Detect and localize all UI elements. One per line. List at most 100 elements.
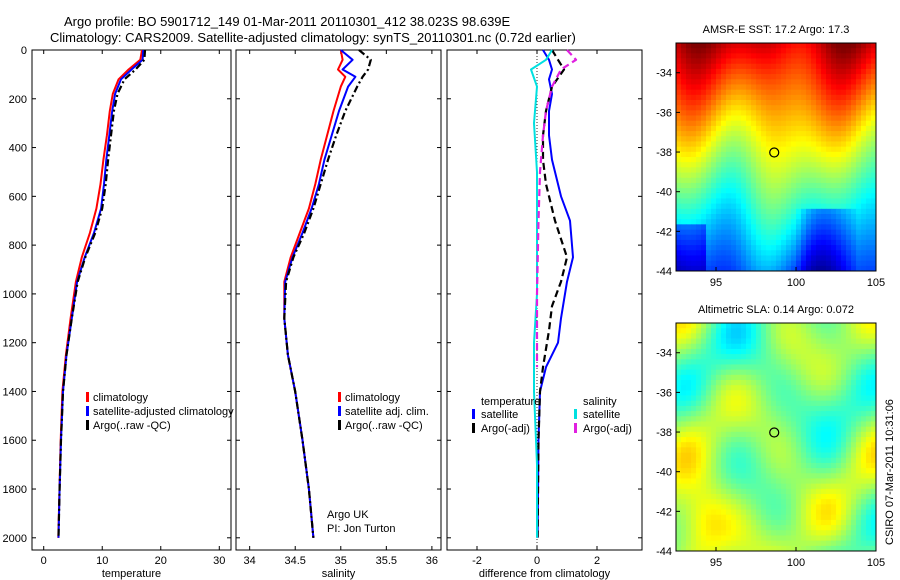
map-cell [761,136,767,142]
map-cell [816,167,822,173]
map-cell [861,177,867,184]
map-cell [826,68,832,75]
map-cell [721,53,727,59]
map-cell [716,167,722,173]
map-cell [741,193,747,199]
map-cell [871,125,877,132]
map-cell [796,328,802,334]
map-cell [726,504,732,510]
map-cell [686,110,692,116]
map-cell [731,369,737,376]
map-cell [696,219,702,225]
map-cell [686,120,692,127]
map-cell [701,374,707,381]
map-cell [746,421,752,428]
map-cell [746,255,752,262]
map-cell [816,354,822,360]
map-cell [706,146,712,153]
map-cell [841,214,847,220]
map-cell [846,141,852,148]
map-cell [811,255,817,262]
map-cell [706,203,712,210]
map-cell [681,208,687,215]
map-cell [676,125,682,132]
y-tick-label: 800 [9,240,27,252]
map-cell [751,540,757,547]
map-cell [776,53,782,59]
map-cell [731,462,737,469]
map-cell [771,364,777,371]
map-cell [706,364,712,371]
map-cell [871,234,877,241]
map-cell [786,525,792,531]
map-cell [731,323,737,329]
map-cell [746,58,752,65]
map-cell [871,509,877,516]
map-cell [856,100,862,106]
map-cell [866,115,872,122]
map-cell [831,94,837,101]
map-cell [766,354,772,360]
map-cell [696,120,702,127]
map-cell [756,265,762,272]
map-cell [811,250,817,256]
map-cell [706,68,712,75]
map-cell [781,182,787,189]
map-cell [856,151,862,158]
map-cell [791,343,797,350]
map-cell [836,364,842,371]
map-cell [771,385,777,391]
map-cell [751,504,757,510]
map-cell [706,74,712,80]
map-cell [841,68,847,75]
map-cell [711,323,717,329]
map-cell [761,348,767,355]
map-cell [856,120,862,127]
map-cell [811,380,817,386]
map-cell [811,208,817,215]
map-cell [831,328,837,334]
map-cell [721,125,727,132]
map-cell [756,146,762,153]
map-cell [696,364,702,371]
map-cell [856,162,862,168]
map-cell [736,442,742,448]
map-cell [771,151,777,158]
map-cell [841,509,847,516]
map-cell [731,333,737,339]
map-cell [776,136,782,142]
map-cell [811,426,817,433]
map-cell [726,385,732,391]
map-cell [711,94,717,101]
map-cell [681,234,687,241]
map-cell [806,437,812,443]
map-cell [696,214,702,220]
map-cell [811,499,817,505]
map-cell [846,323,852,329]
map-cell [791,462,797,469]
map-cell [716,245,722,251]
map-cell [781,250,787,256]
map-cell [706,380,712,386]
map-cell [856,473,862,479]
map-cell [731,499,737,505]
map-cell [796,94,802,101]
map-cell [746,545,752,552]
map-cell [716,188,722,194]
map-cell [851,110,857,116]
map-cell [706,504,712,510]
map-cell [741,348,747,355]
map-cell [866,488,872,495]
map-cell [741,125,747,132]
map-cell [806,208,812,215]
map-cell [701,338,707,345]
map-cell [831,89,837,96]
map-cell [696,447,702,453]
map-cell [831,390,837,396]
map-cell [856,131,862,137]
map-cell [716,483,722,490]
map-cell [691,208,697,215]
map-cell [871,100,877,106]
map-cell [826,53,832,59]
map-cell [726,53,732,59]
